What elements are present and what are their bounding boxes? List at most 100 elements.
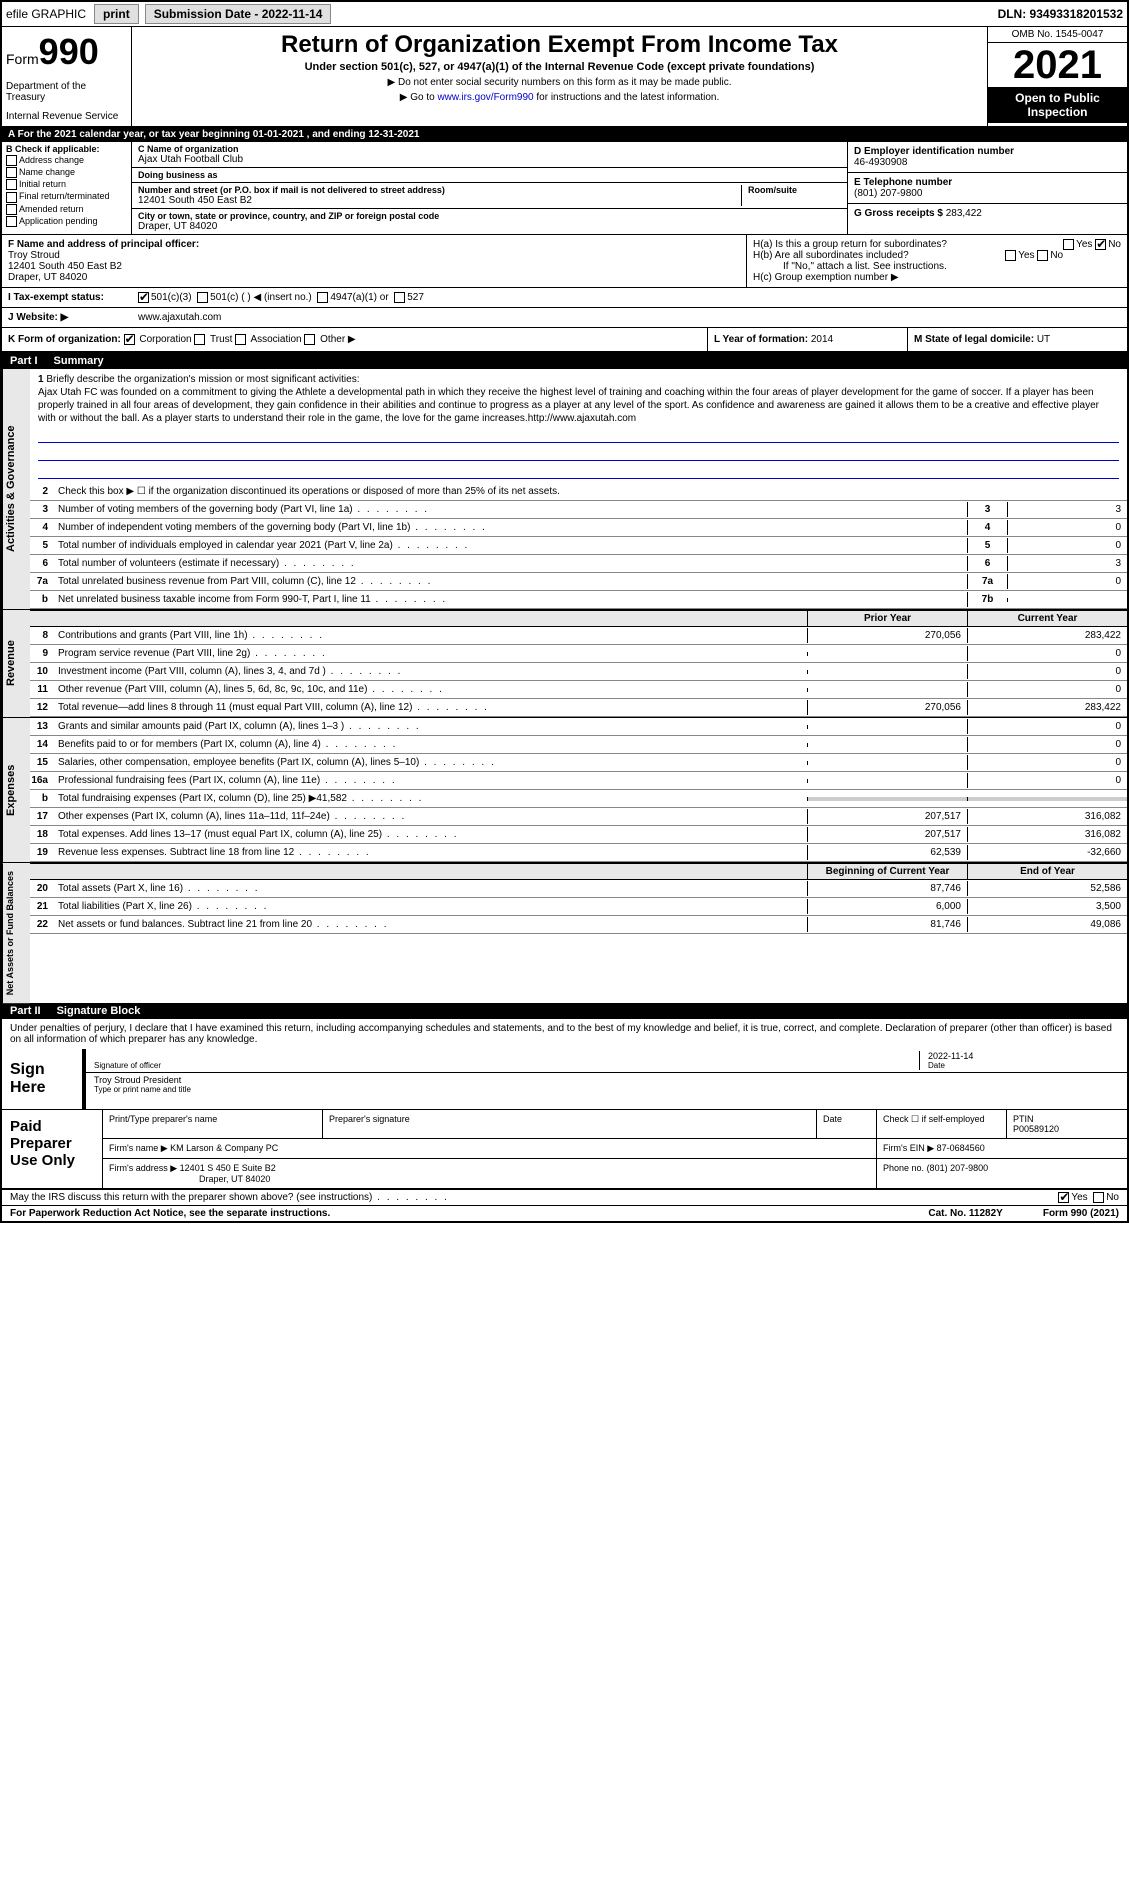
officer-name: Troy Stroud bbox=[8, 250, 740, 261]
dept-treasury: Department of the Treasury bbox=[6, 81, 127, 103]
preparer-section: Paid Preparer Use Only Print/Type prepar… bbox=[2, 1110, 1127, 1190]
opt-527: 527 bbox=[407, 292, 424, 303]
line-text: Revenue less expenses. Subtract line 18 … bbox=[54, 845, 807, 860]
section-h: H(a) Is this a group return for subordin… bbox=[747, 235, 1127, 287]
line-num: 4 bbox=[30, 522, 54, 533]
line-num: 5 bbox=[30, 540, 54, 551]
cb-527[interactable] bbox=[394, 292, 405, 303]
ein-label: D Employer identification number bbox=[854, 146, 1121, 157]
prep-row1: Print/Type preparer's name Preparer's si… bbox=[103, 1110, 1127, 1139]
discuss-yes-cb[interactable] bbox=[1058, 1192, 1069, 1203]
row-klm: K Form of organization: Corporation Trus… bbox=[2, 328, 1127, 353]
firm-addr-label: Firm's address ▶ bbox=[109, 1163, 177, 1173]
form-label: Form 990 (2021) bbox=[1043, 1208, 1119, 1219]
hb-no-cb[interactable] bbox=[1037, 250, 1048, 261]
line-text: Contributions and grants (Part VIII, lin… bbox=[54, 628, 807, 643]
current-value: 316,082 bbox=[967, 827, 1127, 842]
sig-date: 2022-11-14 bbox=[928, 1051, 1119, 1061]
cb-final-return[interactable]: Final return/terminated bbox=[6, 191, 127, 202]
part2-title: Signature Block bbox=[57, 1005, 141, 1017]
firm-name-label: Firm's name ▶ bbox=[109, 1143, 168, 1153]
line-text: Total revenue—add lines 8 through 11 (mu… bbox=[54, 700, 807, 715]
col-d-ein: D Employer identification number 46-4930… bbox=[847, 142, 1127, 234]
sign-here-row: Sign Here Signature of officer 2022-11-1… bbox=[2, 1049, 1127, 1110]
line-text: Number of independent voting members of … bbox=[54, 520, 967, 535]
data-line: 17Other expenses (Part IX, column (A), l… bbox=[30, 808, 1127, 826]
data-line: 10Investment income (Part VIII, column (… bbox=[30, 663, 1127, 681]
row-fgh: F Name and address of principal officer:… bbox=[2, 235, 1127, 288]
no-label: No bbox=[1106, 1192, 1119, 1203]
irs-link[interactable]: www.irs.gov/Form990 bbox=[437, 92, 533, 103]
ha-yes-cb[interactable] bbox=[1063, 239, 1074, 250]
form-subtitle: Under section 501(c), 527, or 4947(a)(1)… bbox=[140, 61, 979, 73]
col-b-checkboxes: B Check if applicable: Address change Na… bbox=[2, 142, 132, 234]
cb-4947[interactable] bbox=[317, 292, 328, 303]
mission-block: 1 Briefly describe the organization's mi… bbox=[30, 369, 1127, 483]
cb-501c3[interactable] bbox=[138, 292, 149, 303]
current-value: 3,500 bbox=[967, 899, 1127, 914]
line-text: Net unrelated business taxable income fr… bbox=[54, 592, 967, 607]
cb-initial-return[interactable]: Initial return bbox=[6, 179, 127, 190]
line-num: 17 bbox=[30, 811, 54, 822]
j-label: J Website: ▶ bbox=[8, 312, 138, 323]
cb-assoc[interactable] bbox=[235, 334, 246, 345]
cb-name-change[interactable]: Name change bbox=[6, 167, 127, 178]
note-ssn: ▶ Do not enter social security numbers o… bbox=[140, 77, 979, 88]
line-text: Grants and similar amounts paid (Part IX… bbox=[54, 719, 807, 734]
data-line: 12Total revenue—add lines 8 through 11 (… bbox=[30, 699, 1127, 717]
cb-address-change[interactable]: Address change bbox=[6, 155, 127, 166]
netassets-content: Beginning of Current Year End of Year 20… bbox=[30, 863, 1127, 1003]
line-num: 16a bbox=[30, 775, 54, 786]
gov-line: 4Number of independent voting members of… bbox=[30, 519, 1127, 537]
cb-corp[interactable] bbox=[124, 334, 135, 345]
sig-date-label: Date bbox=[928, 1061, 1119, 1070]
prep-date-label: Date bbox=[817, 1110, 877, 1138]
current-value: 0 bbox=[967, 646, 1127, 661]
irs-label: Internal Revenue Service bbox=[6, 111, 127, 122]
hdr-current-year: Current Year bbox=[967, 611, 1127, 626]
current-value: -32,660 bbox=[967, 845, 1127, 860]
line-text: Program service revenue (Part VIII, line… bbox=[54, 646, 807, 661]
prior-value bbox=[807, 743, 967, 747]
cb-application-pending[interactable]: Application pending bbox=[6, 216, 127, 227]
cb-501c[interactable] bbox=[197, 292, 208, 303]
topbar: efile GRAPHIC print Submission Date - 20… bbox=[2, 2, 1127, 27]
data-line: bTotal fundraising expenses (Part IX, co… bbox=[30, 790, 1127, 808]
cb-trust[interactable] bbox=[194, 334, 205, 345]
hc-label: H(c) Group exemption number ▶ bbox=[753, 272, 1121, 283]
line-text: Benefits paid to or for members (Part IX… bbox=[54, 737, 807, 752]
prior-value: 207,517 bbox=[807, 809, 967, 824]
ha-no-cb[interactable] bbox=[1095, 239, 1106, 250]
dba-label: Doing business as bbox=[138, 170, 841, 180]
line-num: 20 bbox=[30, 883, 54, 894]
opt-trust: Trust bbox=[210, 334, 232, 345]
line-num: 6 bbox=[30, 558, 54, 569]
line-num: 3 bbox=[30, 504, 54, 515]
current-value: 0 bbox=[967, 682, 1127, 697]
line-text: Total number of individuals employed in … bbox=[54, 538, 967, 553]
prior-value: 207,517 bbox=[807, 827, 967, 842]
opt-501c3: 501(c)(3) bbox=[151, 292, 192, 303]
sig-name: Troy Stroud President bbox=[94, 1075, 191, 1085]
mission-text: Ajax Utah FC was founded on a commitment… bbox=[38, 387, 1099, 424]
line-text: Net assets or fund balances. Subtract li… bbox=[54, 917, 807, 932]
header-left: Form990 Department of the Treasury Inter… bbox=[2, 27, 132, 126]
gross-label: G Gross receipts $ bbox=[854, 208, 943, 219]
line-value: 0 bbox=[1007, 574, 1127, 589]
footer: For Paperwork Reduction Act Notice, see … bbox=[2, 1206, 1127, 1221]
part1-title: Summary bbox=[54, 355, 104, 367]
line-num: 11 bbox=[30, 684, 54, 695]
print-button[interactable]: print bbox=[94, 4, 139, 24]
hb-yes-cb[interactable] bbox=[1005, 250, 1016, 261]
line-boxnum: 7b bbox=[967, 592, 1007, 607]
current-value: 316,082 bbox=[967, 809, 1127, 824]
cb-other[interactable] bbox=[304, 334, 315, 345]
vtab-netassets: Net Assets or Fund Balances bbox=[2, 863, 30, 1003]
cb-amended[interactable]: Amended return bbox=[6, 204, 127, 215]
data-line: 15Salaries, other compensation, employee… bbox=[30, 754, 1127, 772]
data-line: 16aProfessional fundraising fees (Part I… bbox=[30, 772, 1127, 790]
prior-value bbox=[807, 761, 967, 765]
gross-cell: G Gross receipts $ 283,422 bbox=[848, 204, 1127, 223]
discuss-no-cb[interactable] bbox=[1093, 1192, 1104, 1203]
opt-corp: Corporation bbox=[139, 334, 191, 345]
